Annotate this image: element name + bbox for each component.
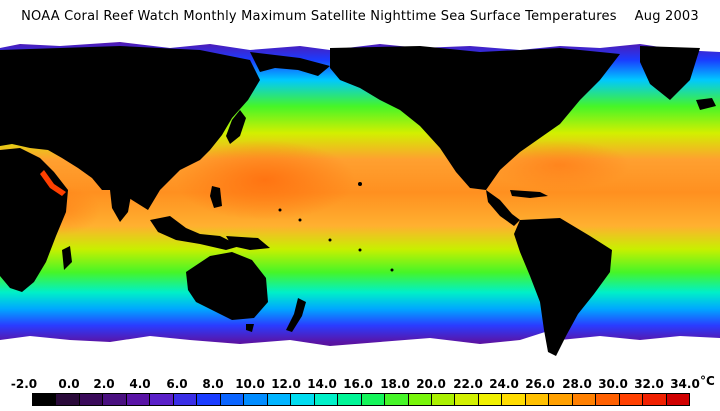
colorbar-swatch	[361, 394, 386, 405]
colorbar-swatch	[572, 394, 597, 405]
eurasia-landmass	[0, 46, 260, 210]
map-title: NOAA Coral Reef Watch Monthly Maximum Sa…	[0, 9, 720, 24]
title-text: NOAA Coral Reef Watch Monthly Maximum Sa…	[21, 9, 617, 24]
scale-label: -2.0	[10, 377, 38, 391]
scale-label: 6.0	[166, 377, 188, 391]
australia	[186, 252, 268, 320]
colorbar-swatch	[220, 394, 245, 405]
scale-label: 8.0	[202, 377, 224, 391]
scale-label: 2.0	[93, 377, 115, 391]
colorbar-swatch	[197, 394, 221, 405]
tasmania	[246, 324, 254, 332]
arctic-ice	[0, 40, 720, 52]
colorbar-swatch	[455, 394, 479, 405]
scale-label: 18.0	[380, 377, 410, 391]
new-zealand	[286, 298, 306, 332]
colorbar-swatch	[666, 394, 690, 405]
india	[110, 190, 132, 222]
philippines	[210, 186, 222, 208]
colorbar-swatch	[619, 394, 644, 405]
colorbar-swatch	[291, 394, 315, 405]
island-4	[358, 248, 362, 252]
scale-label: 0.0	[58, 377, 80, 391]
kamchatka	[250, 52, 330, 76]
colorbar-labels: -2.0 0.0 2.0 4.0 6.0 8.0 10.0 12.0 14.0 …	[0, 377, 720, 391]
colorbar-swatch	[103, 394, 127, 405]
caribbean-islands	[510, 190, 548, 198]
colorbar-swatch	[385, 394, 409, 405]
colorbar-swatch	[56, 394, 80, 405]
scale-label: 16.0	[343, 377, 373, 391]
hawaii-island	[358, 182, 362, 186]
red-sea	[40, 170, 66, 196]
scale-label: 4.0	[129, 377, 151, 391]
unit-label: °C	[700, 374, 715, 388]
south-america	[514, 218, 612, 356]
madagascar	[62, 246, 72, 270]
date-label: Aug 2003	[634, 9, 699, 24]
scale-label: 30.0	[598, 377, 628, 391]
island-1	[278, 208, 282, 212]
europe-north	[0, 74, 50, 110]
island-5	[390, 268, 394, 272]
north-america	[330, 46, 620, 190]
colorbar-swatch	[431, 394, 456, 405]
colorbar-swatch	[408, 394, 432, 405]
colorbar-swatch	[478, 394, 503, 405]
central-america	[486, 190, 520, 226]
colorbar-swatch	[244, 394, 268, 405]
japan	[226, 110, 246, 144]
colorbar	[32, 393, 690, 406]
indonesia	[150, 216, 240, 250]
colorbar-swatch	[173, 394, 198, 405]
scale-label: 22.0	[453, 377, 483, 391]
scale-label: 26.0	[525, 377, 555, 391]
colorbar-swatch	[150, 394, 174, 405]
colorbar-swatch	[338, 394, 362, 405]
sst-map	[0, 40, 720, 372]
colorbar-swatch	[525, 394, 550, 405]
colorbar-swatch	[502, 394, 526, 405]
scale-label: 32.0	[634, 377, 664, 391]
scale-label: 24.0	[489, 377, 519, 391]
scale-label: 12.0	[271, 377, 301, 391]
antarctic-ice	[0, 332, 720, 372]
colorbar-swatch	[126, 394, 151, 405]
atlantic-warm-area	[490, 140, 630, 190]
scale-label: 20.0	[416, 377, 446, 391]
scale-label: 28.0	[562, 377, 592, 391]
greenland	[640, 46, 700, 100]
scale-label: 34.0	[670, 377, 700, 391]
new-guinea	[226, 236, 270, 250]
colorbar-swatch	[33, 394, 57, 405]
scale-label: 10.0	[235, 377, 265, 391]
scale-label: 14.0	[307, 377, 337, 391]
colorbar-swatch	[79, 394, 104, 405]
island-2	[298, 218, 302, 222]
colorbar-swatch	[267, 394, 292, 405]
colorbar-swatch	[314, 394, 339, 405]
colorbar-swatch	[643, 394, 667, 405]
colorbar-swatch	[596, 394, 620, 405]
iceland	[696, 98, 716, 110]
pacific-islands	[278, 182, 394, 272]
colorbar-swatch	[549, 394, 573, 405]
island-3	[328, 238, 332, 242]
